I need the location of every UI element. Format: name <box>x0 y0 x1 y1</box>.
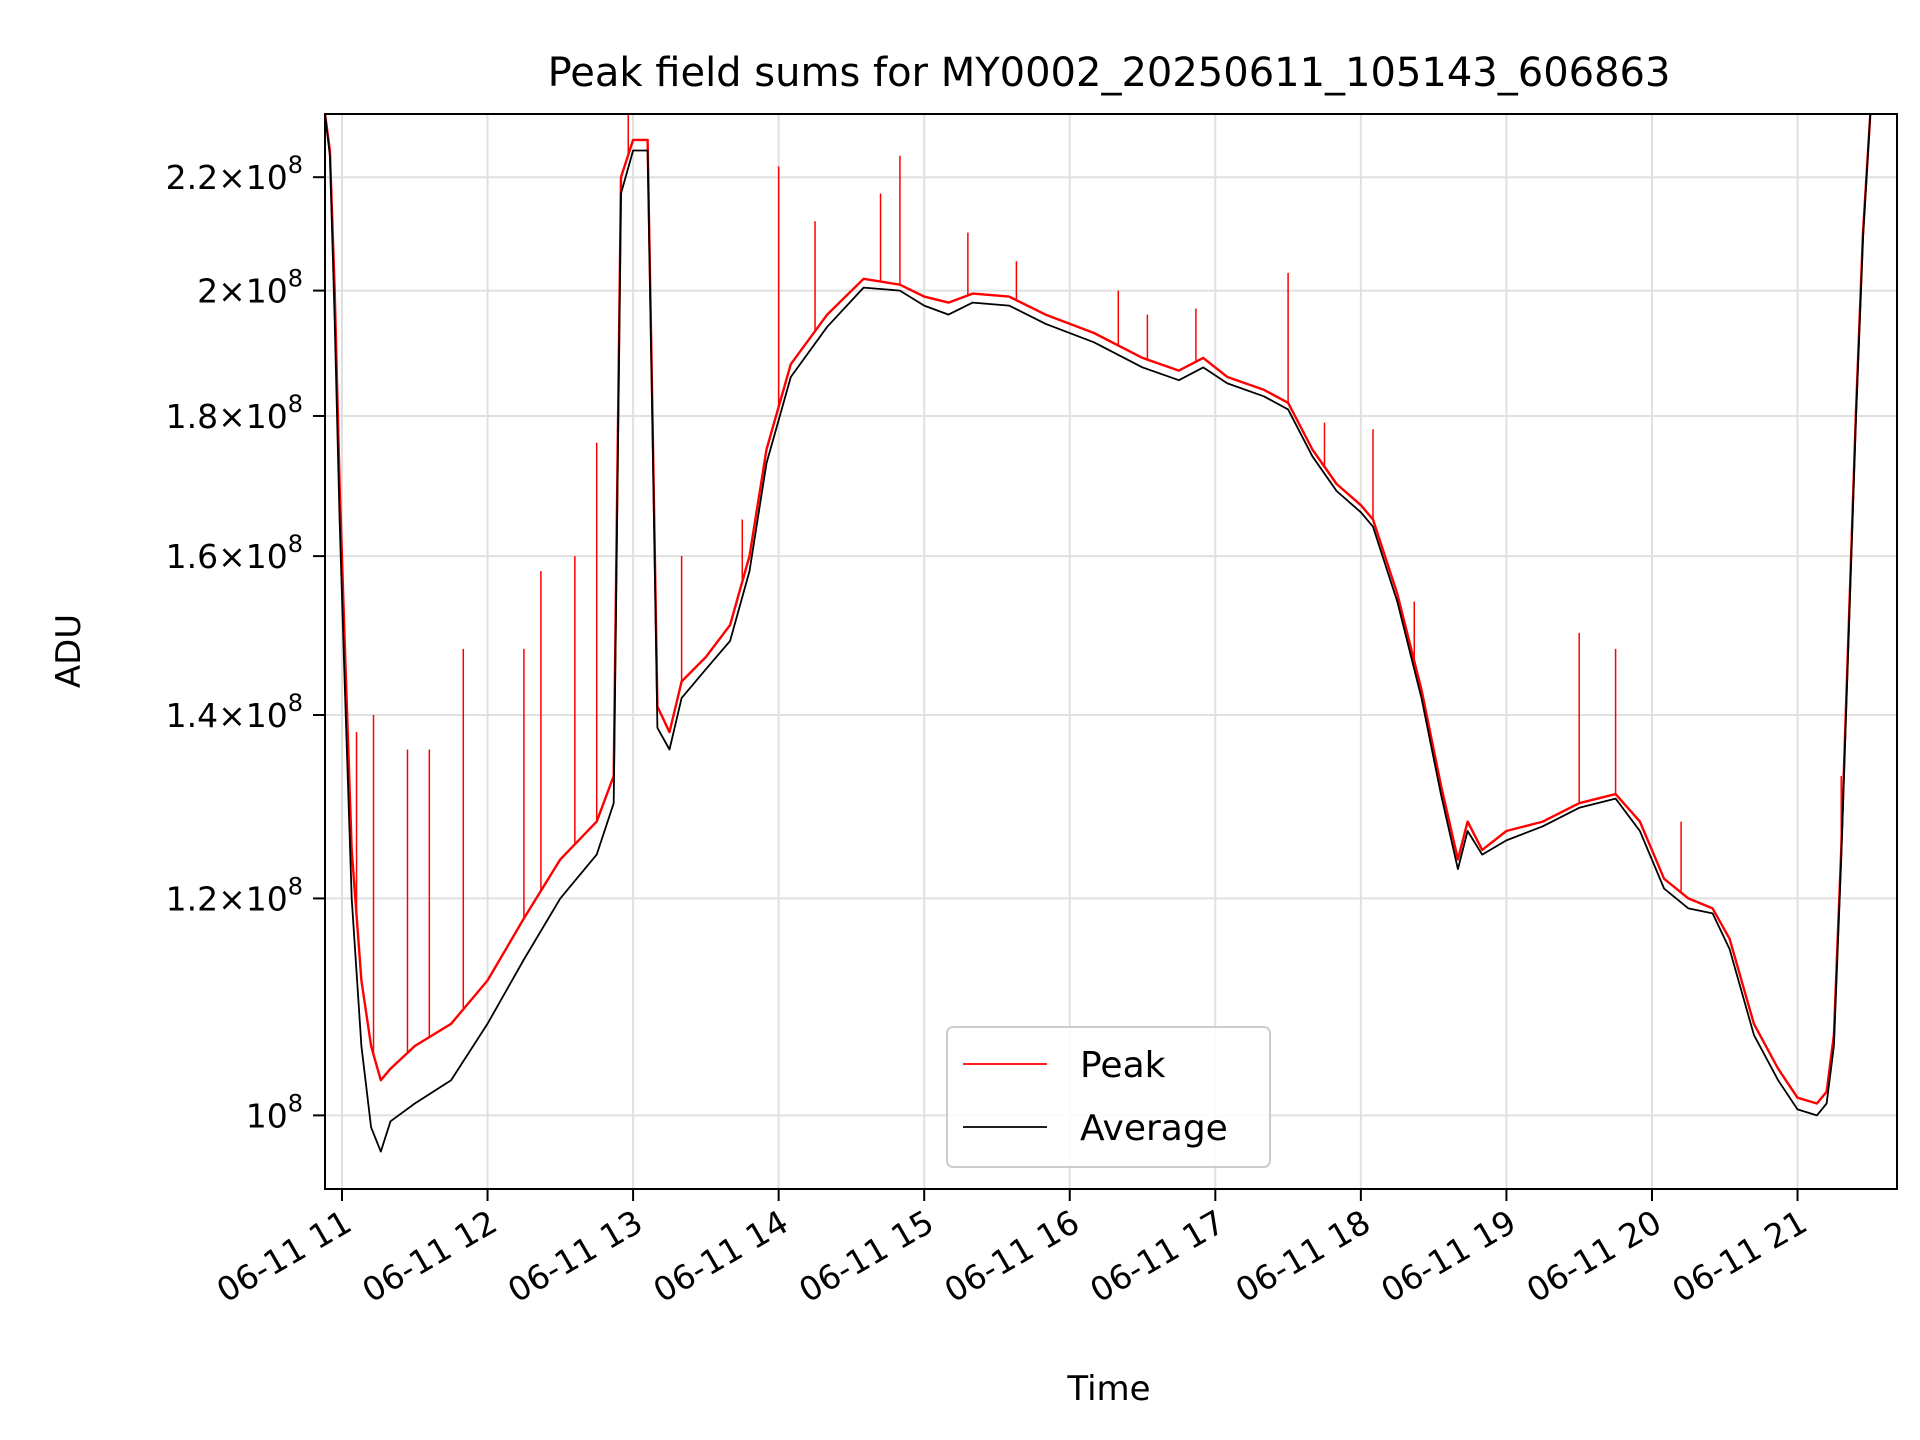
series-layer <box>325 114 1872 1153</box>
y-tick-label: 108 <box>246 1089 303 1135</box>
y-tick-exponent: 8 <box>288 872 303 900</box>
chart-title: Peak field sums for MY0002_20250611_1051… <box>548 50 1671 96</box>
y-tick-label: 1.2×108 <box>166 872 303 918</box>
y-tick-mantissa: 10 <box>246 1096 288 1135</box>
grid-lines <box>325 114 1897 1189</box>
y-tick-exponent: 8 <box>288 151 303 179</box>
y-tick-label: 1.8×108 <box>166 390 303 436</box>
y-tick-mantissa: 1.6×10 <box>166 537 288 576</box>
y-tick-mantissa: 1.4×10 <box>166 696 288 735</box>
series-line-average <box>325 114 1872 1153</box>
y-tick-exponent: 8 <box>288 1089 303 1117</box>
y-tick-exponent: 8 <box>288 689 303 717</box>
legend-label-average: Average <box>1080 1108 1228 1149</box>
y-tick-exponent: 8 <box>288 265 303 293</box>
y-tick-label: 2×108 <box>197 265 303 311</box>
y-tick-exponent: 8 <box>288 530 303 558</box>
legend-label-peak: Peak <box>1080 1045 1166 1086</box>
y-tick-mantissa: 1.8×10 <box>166 397 288 436</box>
series-line-peak <box>325 114 1872 1105</box>
y-tick-label: 1.6×108 <box>166 530 303 576</box>
plot-frame <box>324 113 1898 1190</box>
y-tick-mantissa: 2.2×10 <box>166 158 288 197</box>
y-tick-label: 2.2×108 <box>166 151 303 197</box>
y-tick-exponent: 8 <box>288 390 303 418</box>
y-tick-label: 1.4×108 <box>166 689 303 735</box>
x-axis-label: Time <box>1066 1369 1150 1409</box>
y-tick-mantissa: 2×10 <box>197 272 288 311</box>
y-axis-ticks: 1081.2×1081.4×1081.6×1081.8×1082×1082.2×… <box>166 151 325 1135</box>
legend-box <box>946 1026 1271 1168</box>
y-axis-label: ADU <box>49 614 89 688</box>
legend: Peak Average <box>946 1026 1271 1168</box>
y-tick-mantissa: 1.2×10 <box>166 879 288 918</box>
